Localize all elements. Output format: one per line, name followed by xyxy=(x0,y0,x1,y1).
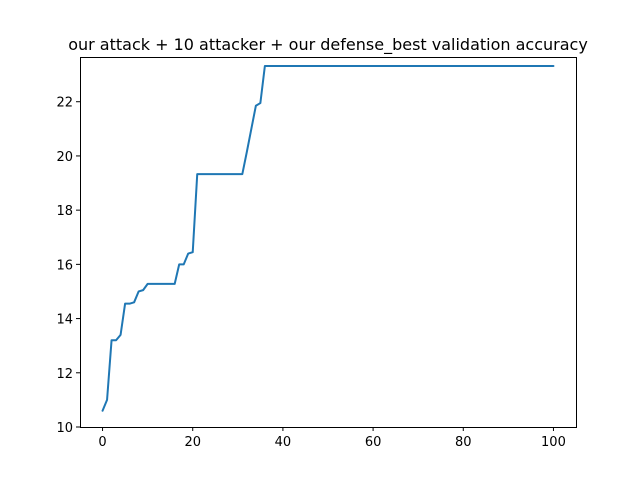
accuracy-series-line xyxy=(101,64,555,412)
plot-area-frame xyxy=(80,57,577,428)
y-tick-label: 20 xyxy=(56,150,73,165)
series-layer xyxy=(101,64,555,412)
x-tick-label: 0 xyxy=(98,435,106,450)
x-tick-label: 80 xyxy=(455,435,472,450)
y-tick-label: 22 xyxy=(56,96,73,111)
x-tick-label: 20 xyxy=(184,435,201,450)
y-axis: 10 12 14 16 18 20 22 xyxy=(56,96,80,436)
y-tick-label: 18 xyxy=(56,204,73,219)
chart-title: our attack + 10 attacker + our defense_b… xyxy=(68,35,588,55)
x-tick-label: 40 xyxy=(275,435,292,450)
x-tick-label: 60 xyxy=(365,435,382,450)
y-tick-label: 10 xyxy=(56,421,73,436)
y-tick-label: 12 xyxy=(56,367,73,382)
y-tick-label: 14 xyxy=(56,313,73,328)
x-tick-label: 100 xyxy=(541,435,566,450)
x-axis: 0 20 40 60 80 100 xyxy=(98,427,566,450)
y-tick-label: 16 xyxy=(56,258,73,273)
